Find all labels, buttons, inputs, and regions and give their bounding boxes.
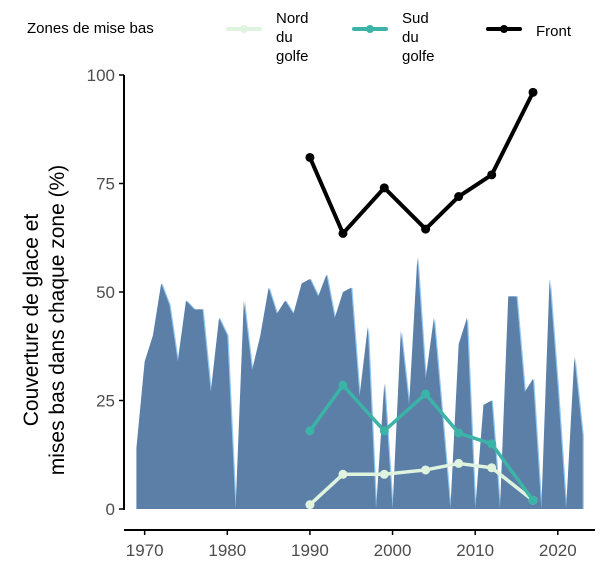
series-layer: [305, 87, 538, 510]
series-line-front: [307, 90, 536, 236]
series-point-front: [379, 183, 389, 193]
legend-label-nord: Nord du golfe: [276, 10, 309, 65]
series-point-front: [528, 87, 538, 97]
legend-label-front: Front: [536, 23, 572, 40]
y-tick-label: 0: [106, 500, 115, 519]
y-tick-label: 50: [96, 283, 115, 302]
series-point-sud-du-golfe: [338, 380, 348, 390]
x-tick-label: 2000: [374, 541, 412, 560]
series-point-nord-du-golfe: [305, 500, 315, 510]
legend-key-nord: [226, 25, 262, 33]
series-point-sud-du-golfe: [454, 428, 464, 438]
series-point-front: [338, 228, 348, 238]
legend-key-sud: [352, 25, 388, 33]
series-point-nord-du-golfe: [379, 469, 389, 479]
x-tick-label: 1980: [208, 541, 246, 560]
series-point-front: [305, 152, 315, 162]
x-tick-label: 2020: [539, 541, 577, 560]
legend: Zones de mise bas Nord du golfe Sud du g…: [0, 0, 605, 65]
series-point-nord-du-golfe: [421, 465, 431, 475]
series-point-nord-du-golfe: [487, 463, 497, 473]
series-point-sud-du-golfe: [487, 439, 497, 449]
y-tick-label: 25: [96, 392, 115, 411]
ice-cover-area: [136, 257, 583, 509]
x-tick-label: 1970: [126, 541, 164, 560]
series-point-nord-du-golfe: [338, 469, 348, 479]
series-point-sud-du-golfe: [421, 389, 431, 399]
y-tick-label: 75: [96, 175, 115, 194]
ice-cover-layer: [136, 257, 584, 509]
y-tick-label: 100: [87, 66, 115, 85]
legend-title: Zones de mise bas: [27, 20, 154, 37]
series-point-sud-du-golfe: [528, 495, 538, 505]
legend-key-front: [486, 25, 522, 33]
x-tick-label: 2010: [456, 541, 494, 560]
series-point-nord-du-golfe: [454, 458, 464, 468]
axes: 0 25 50 75 100 1970 1980 1990 2000 2010 2020: [87, 66, 595, 560]
series-point-sud-du-golfe: [305, 426, 315, 436]
series-point-front: [454, 192, 464, 202]
series-point-front: [487, 170, 497, 180]
x-tick-label: 1990: [291, 541, 329, 560]
series-point-sud-du-golfe: [379, 426, 389, 436]
legend-label-sud: Sud du golfe: [402, 10, 435, 65]
series-point-front: [421, 224, 431, 234]
